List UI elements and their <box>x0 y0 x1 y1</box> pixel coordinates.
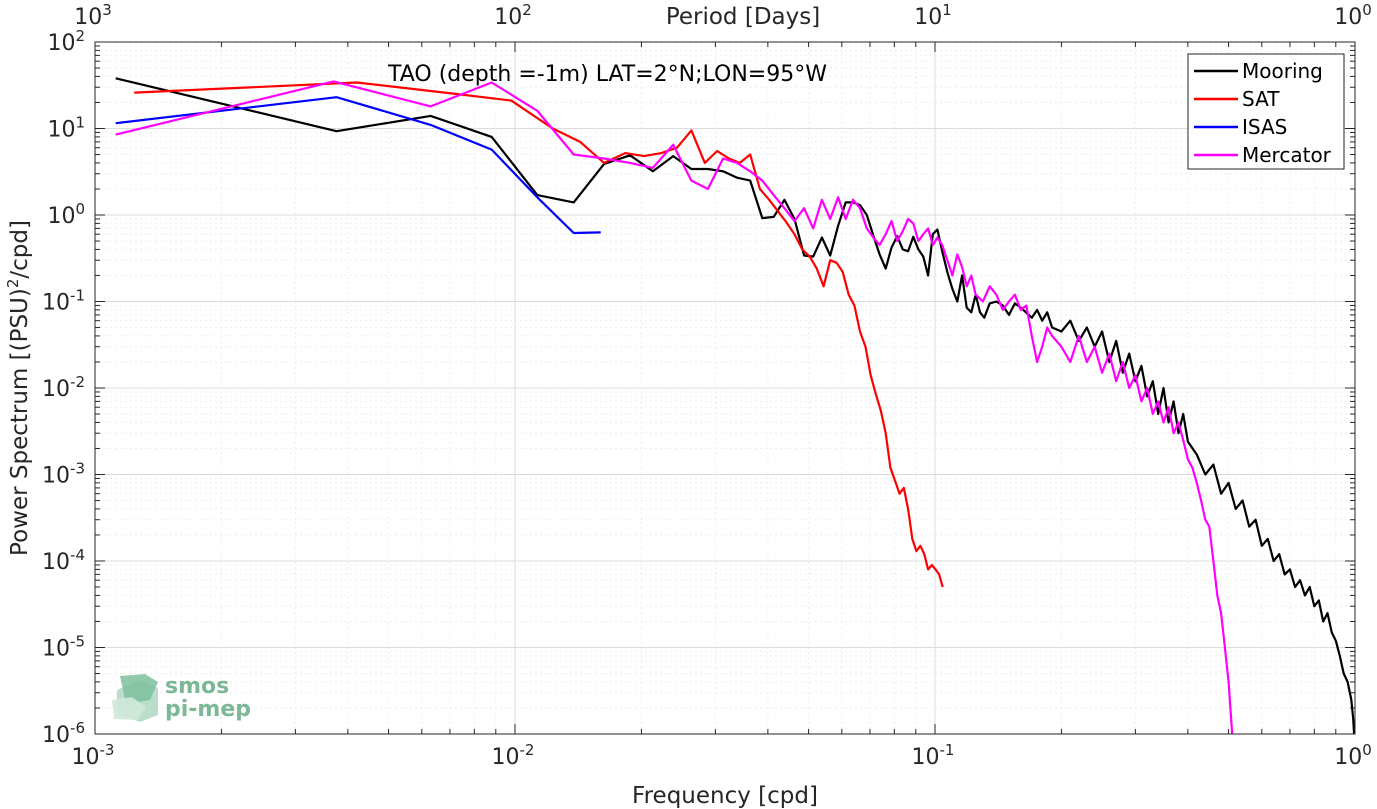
series-line-sat <box>134 81 944 588</box>
top-tick-label: 102 <box>494 1 532 30</box>
logo-text-smos: smos <box>165 674 229 699</box>
tick-exponent: -6 <box>70 719 85 737</box>
tick-exponent: -3 <box>100 741 115 759</box>
tick-base: 10 <box>494 5 522 30</box>
tick-base: 10 <box>1334 745 1362 770</box>
legend-label-mercator: Mercator <box>1242 143 1332 167</box>
logo-icon <box>112 674 158 722</box>
tick-exponent: 2 <box>75 27 85 45</box>
tick-exponent: -4 <box>70 546 85 564</box>
top-tick-label: 101 <box>914 1 952 30</box>
x-tick-label: 10-1 <box>912 741 955 770</box>
tick-base: 10 <box>74 5 102 30</box>
tick-base: 10 <box>42 550 70 575</box>
series-line-isas <box>115 96 601 235</box>
top-axis-label: Period [Days] <box>666 4 820 30</box>
tick-exponent: -1 <box>940 741 955 759</box>
series-layer <box>115 77 1356 735</box>
legend: Mooring SAT ISAS Mercator <box>1187 53 1345 170</box>
legend-items: Mooring SAT ISAS Mercator <box>1194 59 1332 167</box>
tick-base: 10 <box>42 723 70 748</box>
logo-text-pimep: pi-mep <box>165 697 251 722</box>
tick-base: 10 <box>72 745 100 770</box>
y-axis-label: Power Spectrum [(PSU)2/cpd] <box>4 220 33 556</box>
tick-exponent: 0 <box>75 200 85 218</box>
y-axis-label-main: Power Spectrum [(PSU) <box>7 288 33 556</box>
y-tick-label: 10-4 <box>42 546 85 575</box>
top-tick-label: 100 <box>1334 1 1372 30</box>
tick-exponent: -2 <box>70 373 85 391</box>
y-tick-label: 102 <box>47 27 85 56</box>
tick-base: 10 <box>42 464 70 489</box>
tick-exponent: -2 <box>520 741 535 759</box>
y-tick-label: 101 <box>47 114 85 143</box>
y-tick-label: 10-2 <box>42 373 85 402</box>
x-tick-label: 10-3 <box>72 741 115 770</box>
y-tick-label: 10-5 <box>42 633 85 662</box>
tick-base: 10 <box>912 745 940 770</box>
chart-title: TAO (depth =-1m) LAT=2°N;LON=95°W <box>387 62 827 87</box>
tick-base: 10 <box>42 637 70 662</box>
grid <box>94 42 1355 735</box>
y-axis-label-sup: 2 <box>4 279 22 289</box>
tick-base: 10 <box>47 118 75 143</box>
tick-base: 10 <box>1334 5 1362 30</box>
tick-exponent: 1 <box>942 1 952 19</box>
x-tick-label: 100 <box>1334 741 1372 770</box>
tick-base: 10 <box>492 745 520 770</box>
y-tick-label: 10-6 <box>42 719 85 748</box>
legend-box <box>1187 53 1345 170</box>
legend-label-mooring: Mooring <box>1242 59 1323 83</box>
y-axis-label-end: /cpd] <box>7 220 33 279</box>
tick-exponent: 3 <box>102 1 112 19</box>
tick-base: 10 <box>42 291 70 316</box>
y-tick-label: 100 <box>47 200 85 229</box>
legend-label-sat: SAT <box>1242 87 1280 111</box>
tick-exponent: 0 <box>1362 741 1372 759</box>
y-tick-label: 10-3 <box>42 460 85 489</box>
ticks <box>94 41 1356 735</box>
tick-base: 10 <box>42 377 70 402</box>
top-tick-label: 103 <box>74 1 112 30</box>
x-axis-label: Frequency [cpd] <box>632 783 818 809</box>
legend-label-isas: ISAS <box>1242 115 1287 139</box>
tick-exponent: -1 <box>70 287 85 305</box>
tick-exponent: -3 <box>70 460 85 478</box>
tick-exponent: 2 <box>522 1 532 19</box>
tick-exponent: 0 <box>1362 1 1372 19</box>
smos-pi-mep-logo: smos pi-mep <box>112 674 251 722</box>
tick-base: 10 <box>47 31 75 56</box>
tick-base: 10 <box>47 204 75 229</box>
series-line-mercator <box>115 80 1234 735</box>
tick-base: 10 <box>914 5 942 30</box>
x-tick-label: 10-2 <box>492 741 535 770</box>
tick-exponent: 1 <box>75 114 85 132</box>
tick-exponent: -5 <box>70 633 85 651</box>
y-tick-label: 10-1 <box>42 287 85 316</box>
